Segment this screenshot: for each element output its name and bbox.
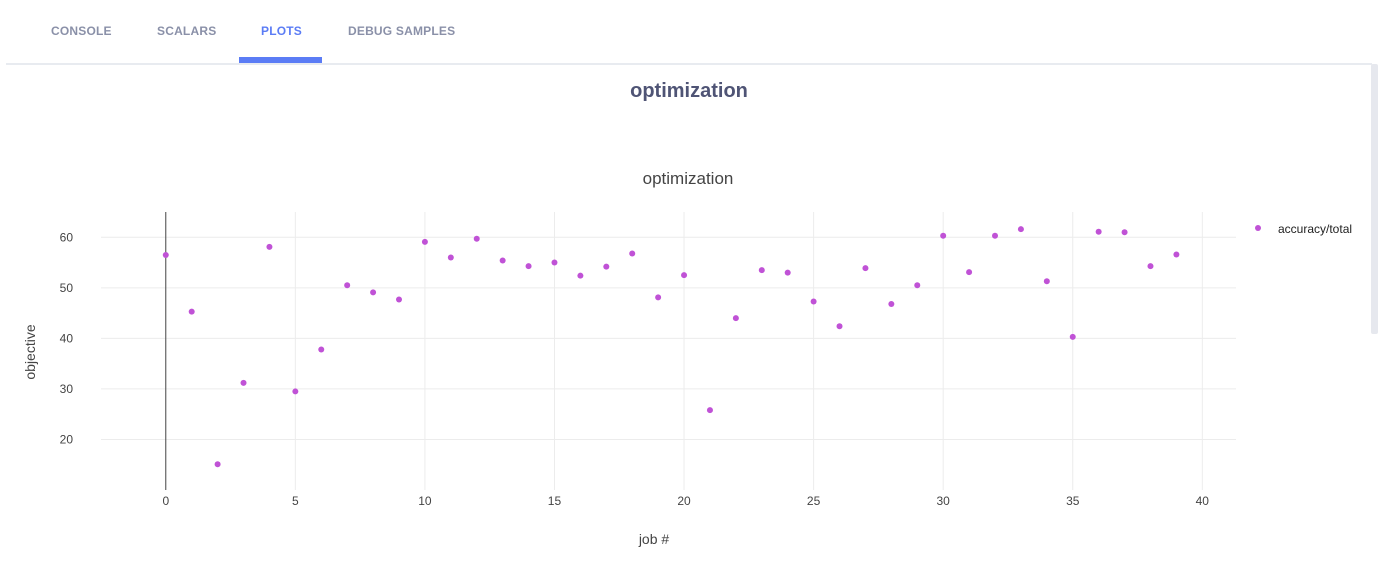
data-point[interactable] [888, 300, 895, 307]
data-point[interactable] [862, 265, 869, 272]
data-point[interactable] [681, 272, 688, 279]
data-point[interactable] [966, 269, 973, 276]
x-tick-label: 15 [548, 494, 562, 508]
tab-console[interactable]: CONSOLE [51, 24, 112, 38]
data-point[interactable] [1173, 251, 1180, 258]
x-tick-label: 35 [1066, 494, 1080, 508]
data-point[interactable] [577, 272, 584, 279]
data-point[interactable] [370, 289, 377, 296]
legend[interactable]: accuracy/total [1255, 222, 1352, 236]
data-point[interactable] [396, 296, 403, 303]
grid [101, 212, 1236, 490]
tab-plots[interactable]: PLOTS [261, 24, 303, 38]
data-point[interactable] [706, 407, 713, 414]
y-tick-label: 20 [60, 432, 74, 446]
data-point[interactable] [732, 315, 739, 322]
data-point[interactable] [292, 388, 299, 395]
x-tick-label: 10 [418, 494, 432, 508]
x-axis-title: job # [638, 531, 670, 547]
data-point[interactable] [784, 269, 791, 276]
y-tick-label: 40 [60, 331, 74, 345]
legend-marker [1255, 225, 1261, 231]
tabs-divider [6, 63, 1372, 65]
data-point[interactable] [499, 257, 506, 264]
data-point[interactable] [551, 259, 558, 266]
data-point[interactable] [836, 323, 843, 330]
data-point[interactable] [318, 346, 325, 353]
data-point[interactable] [214, 461, 221, 468]
data-point[interactable] [473, 235, 480, 242]
data-point[interactable] [940, 232, 947, 239]
data-point[interactable] [421, 238, 428, 245]
x-tick-label: 0 [162, 494, 169, 508]
data-point[interactable] [629, 250, 636, 257]
x-tick-label: 40 [1196, 494, 1210, 508]
y-tick-label: 60 [60, 230, 74, 244]
x-tick-label: 30 [937, 494, 951, 508]
y-tick-label: 30 [60, 382, 74, 396]
data-point[interactable] [240, 379, 247, 386]
y-axis-title: objective [22, 324, 38, 379]
data-point[interactable] [266, 243, 273, 250]
data-point[interactable] [162, 251, 169, 258]
data-point[interactable] [1147, 263, 1154, 270]
data-point[interactable] [758, 267, 765, 274]
tab-bar: CONSOLE SCALARS PLOTS DEBUG SAMPLES [0, 0, 1378, 65]
data-point[interactable] [1121, 229, 1128, 236]
data-point[interactable] [1017, 226, 1024, 233]
data-point[interactable] [1043, 278, 1050, 285]
active-tab-indicator [239, 57, 322, 63]
data-point[interactable] [992, 232, 999, 239]
tab-debug-samples[interactable]: DEBUG SAMPLES [348, 24, 456, 38]
y-tick-label: 50 [60, 281, 74, 295]
data-points [162, 226, 1180, 468]
data-point[interactable] [447, 254, 454, 261]
data-point[interactable] [1095, 228, 1102, 235]
axes: 0 5 10 15 20 25 30 35 40 20 30 40 50 60 [60, 212, 1210, 508]
x-tick-label: 25 [807, 494, 821, 508]
data-point[interactable] [188, 308, 195, 315]
legend-label: accuracy/total [1278, 222, 1352, 236]
data-point[interactable] [655, 294, 662, 301]
chart-title: optimization [643, 169, 734, 188]
tab-scalars[interactable]: SCALARS [157, 24, 217, 38]
data-point[interactable] [603, 263, 610, 270]
data-point[interactable] [344, 282, 351, 289]
scrollbar[interactable] [1371, 64, 1378, 334]
data-point[interactable] [525, 263, 532, 270]
data-point[interactable] [810, 298, 817, 305]
data-point[interactable] [1069, 333, 1076, 340]
data-point[interactable] [914, 282, 921, 289]
x-tick-label: 20 [677, 494, 691, 508]
x-tick-label: 5 [292, 494, 299, 508]
section-title: optimization [630, 80, 748, 102]
